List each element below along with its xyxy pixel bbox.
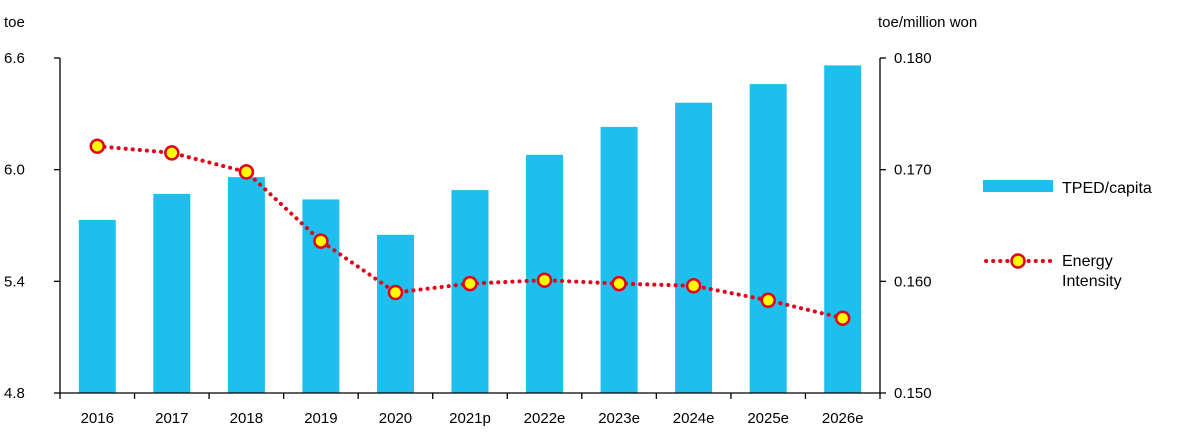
- bar-2023e: [600, 126, 638, 394]
- marker-2016: [89, 138, 106, 154]
- bar-2026e: [824, 65, 862, 394]
- x-tick-label: 2018: [230, 410, 263, 427]
- marker-2019: [313, 233, 329, 249]
- x-tick-label: 2016: [81, 410, 114, 427]
- right-tick-label: 0.180: [894, 50, 932, 67]
- marker-2018: [238, 164, 255, 180]
- marker-2020: [387, 284, 404, 301]
- x-tick-label: 2022e: [524, 410, 566, 427]
- x-tick-label: 2024e: [673, 410, 715, 427]
- left-tick-label: 4.8: [4, 385, 25, 402]
- x-tick-label: 2026e: [822, 410, 864, 427]
- x-tick-label: 2021p: [449, 410, 491, 427]
- right-axis-unit-label: toe/million won: [878, 14, 977, 31]
- bar-2019: [302, 199, 340, 393]
- marker-2022e: [536, 272, 553, 288]
- legend-line-marker: [1010, 253, 1026, 269]
- x-tick-label: 2019: [304, 410, 337, 427]
- line-series-group: [89, 138, 851, 326]
- bar-2020: [377, 234, 414, 393]
- left-tick-label: 6.6: [4, 50, 25, 67]
- left-axis-unit-label: toe: [4, 14, 25, 31]
- legend-bar-swatch: [983, 180, 1053, 192]
- marker-2017: [164, 145, 180, 161]
- bar-series-group: [78, 65, 862, 394]
- marker-2025e: [760, 292, 776, 309]
- bar-2017: [153, 193, 191, 393]
- marker-2024e: [685, 278, 702, 294]
- left-tick-label: 5.4: [4, 273, 25, 290]
- left-tick-label: 6.0: [4, 162, 25, 179]
- x-tick-label: 2023e: [598, 410, 640, 427]
- axes-group: 4.8 5.4 6.0 6.6 0.150 0.160 0.170 0.180 2016 2017…: [4, 50, 932, 427]
- bar-2016: [78, 219, 116, 393]
- bar-2024e: [675, 102, 713, 393]
- marker-2026e: [834, 310, 851, 326]
- bar-2021p: [451, 190, 489, 393]
- marker-2023e: [611, 275, 627, 292]
- right-tick-label: 0.160: [894, 273, 932, 290]
- x-tick-label: 2017: [155, 410, 188, 427]
- x-tick-label: 2020: [379, 410, 412, 427]
- marker-2021p: [462, 275, 478, 292]
- legend-line-label: Energy Intensity: [1062, 253, 1122, 290]
- right-tick-label: 0.170: [894, 162, 932, 179]
- right-tick-label: 0.150: [894, 385, 932, 402]
- legend-bar-label: TPED/capita: [1062, 180, 1152, 197]
- bar-2025e: [749, 84, 787, 393]
- x-tick-label: 2025e: [747, 410, 789, 427]
- bar-2018: [227, 177, 265, 393]
- legend: TPED/capita Energy Intensity: [983, 180, 1152, 290]
